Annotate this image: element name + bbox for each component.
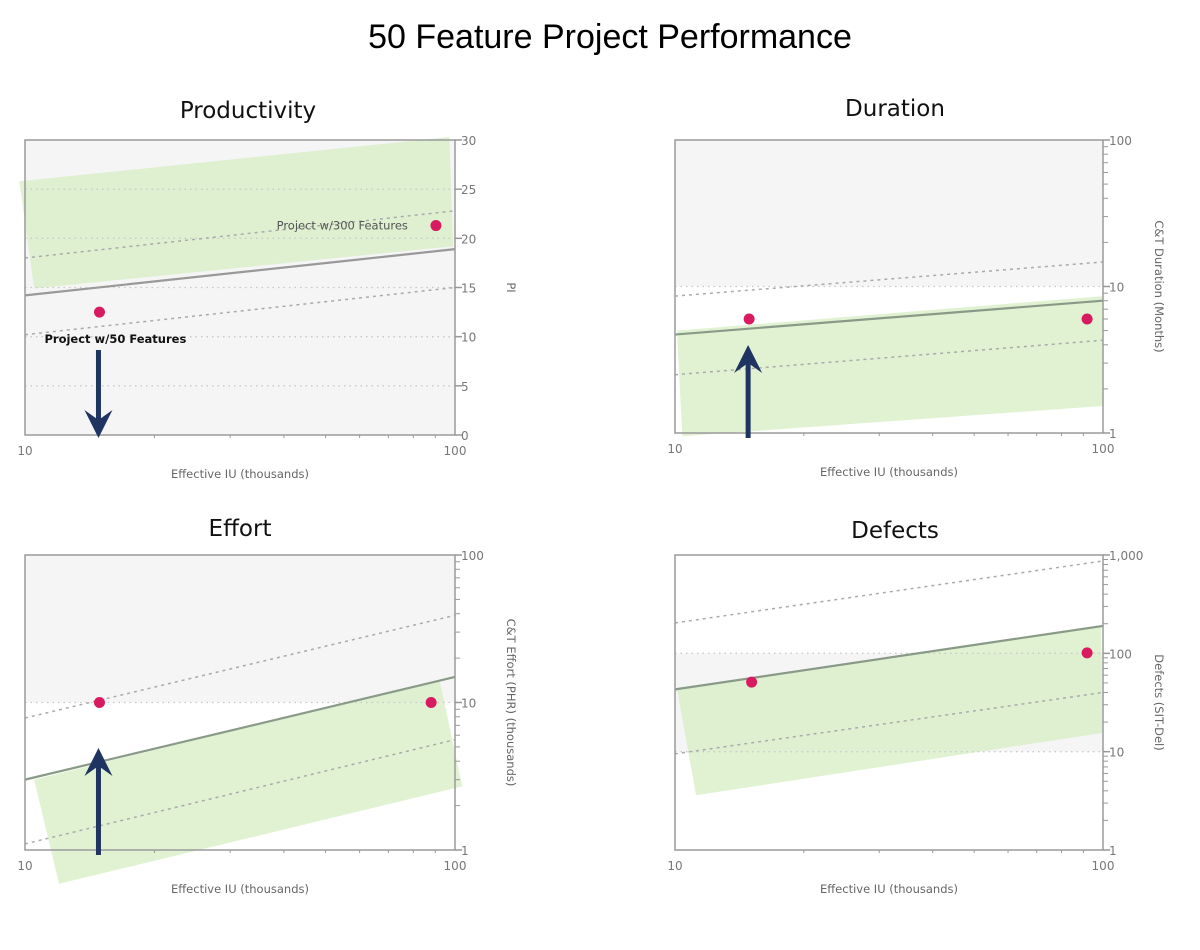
x-axis-label: Effective IU (thousands)	[171, 467, 309, 481]
upper-dashed-line	[24, 210, 456, 259]
y-tick-label: 10	[461, 697, 476, 711]
y-tick-label: 1	[1109, 427, 1117, 441]
panel-title: Defects	[851, 518, 939, 544]
data-point	[1081, 647, 1093, 659]
shaded-region	[675, 140, 1103, 287]
x-tick-label: 10	[17, 444, 32, 458]
y-tick-label: 1	[1109, 844, 1117, 858]
y-tick-label: 5	[461, 380, 469, 394]
panel-title: Productivity	[180, 98, 316, 124]
x-tick-label: 100	[1092, 859, 1115, 873]
confidence-band	[676, 296, 1103, 437]
annotation-label: Project w/50 Features	[44, 332, 186, 346]
x-tick-label: 100	[1092, 442, 1115, 456]
arrow-up-icon	[84, 748, 113, 776]
plot-frame	[674, 554, 1104, 851]
y-tick-label: 100	[1109, 647, 1132, 661]
y-axis-label: PI	[504, 282, 518, 292]
y-tick-label: 30	[461, 134, 476, 148]
y-axis-label: C&T Duration (Months)	[1152, 220, 1166, 352]
annotation-label: Project w/300 Features	[277, 219, 408, 233]
data-point	[93, 697, 105, 708]
x-tick-label: 10	[17, 859, 32, 873]
figure-title: 50 Feature Project Performance	[368, 18, 852, 56]
panel-title: Effort	[209, 516, 272, 542]
x-axis-label: Effective IU (thousands)	[171, 882, 309, 896]
upper-dashed-line	[674, 261, 1104, 297]
arrow-up-icon	[734, 345, 763, 373]
data-point	[743, 313, 755, 325]
data-point	[1081, 313, 1093, 325]
lower-dashed-line	[24, 286, 456, 336]
y-tick-label: 1	[461, 844, 469, 858]
data-point	[746, 676, 758, 688]
y-tick-label: 15	[461, 282, 476, 296]
lower-dashed-line	[674, 691, 1104, 755]
y-tick-label: 10	[461, 331, 476, 345]
trend-line	[24, 248, 456, 297]
x-tick-label: 100	[444, 859, 467, 873]
upper-dashed-line	[674, 560, 1104, 624]
data-point	[93, 306, 105, 318]
x-axis-label: Effective IU (thousands)	[820, 465, 958, 479]
trend-line	[674, 299, 1104, 336]
y-tick-label: 1,000	[1109, 549, 1143, 563]
y-tick-label: 25	[461, 183, 476, 197]
x-tick-label: 10	[667, 859, 682, 873]
x-tick-label: 100	[444, 444, 467, 458]
confidence-band	[19, 137, 454, 289]
confidence-band	[34, 680, 463, 884]
panel-title: Duration	[845, 96, 945, 122]
y-tick-label: 100	[461, 549, 484, 563]
y-tick-label: 0	[461, 429, 469, 443]
data-point	[425, 697, 437, 708]
x-tick-label: 10	[667, 442, 682, 456]
trend-line	[674, 624, 1104, 691]
arrow-down-icon	[84, 410, 113, 438]
x-axis-label: Effective IU (thousands)	[820, 882, 958, 896]
y-tick-label: 20	[461, 232, 476, 246]
y-tick-label: 10	[1109, 281, 1124, 295]
confidence-band	[676, 624, 1103, 796]
y-tick-label: 100	[1109, 134, 1132, 148]
data-point	[430, 220, 442, 232]
shaded-region	[25, 555, 455, 703]
y-axis-label: Defects (SIT-Del)	[1152, 654, 1166, 750]
y-tick-label: 10	[1109, 746, 1124, 760]
y-axis-label: C&T Effort (PHR) (thousands)	[504, 619, 518, 787]
